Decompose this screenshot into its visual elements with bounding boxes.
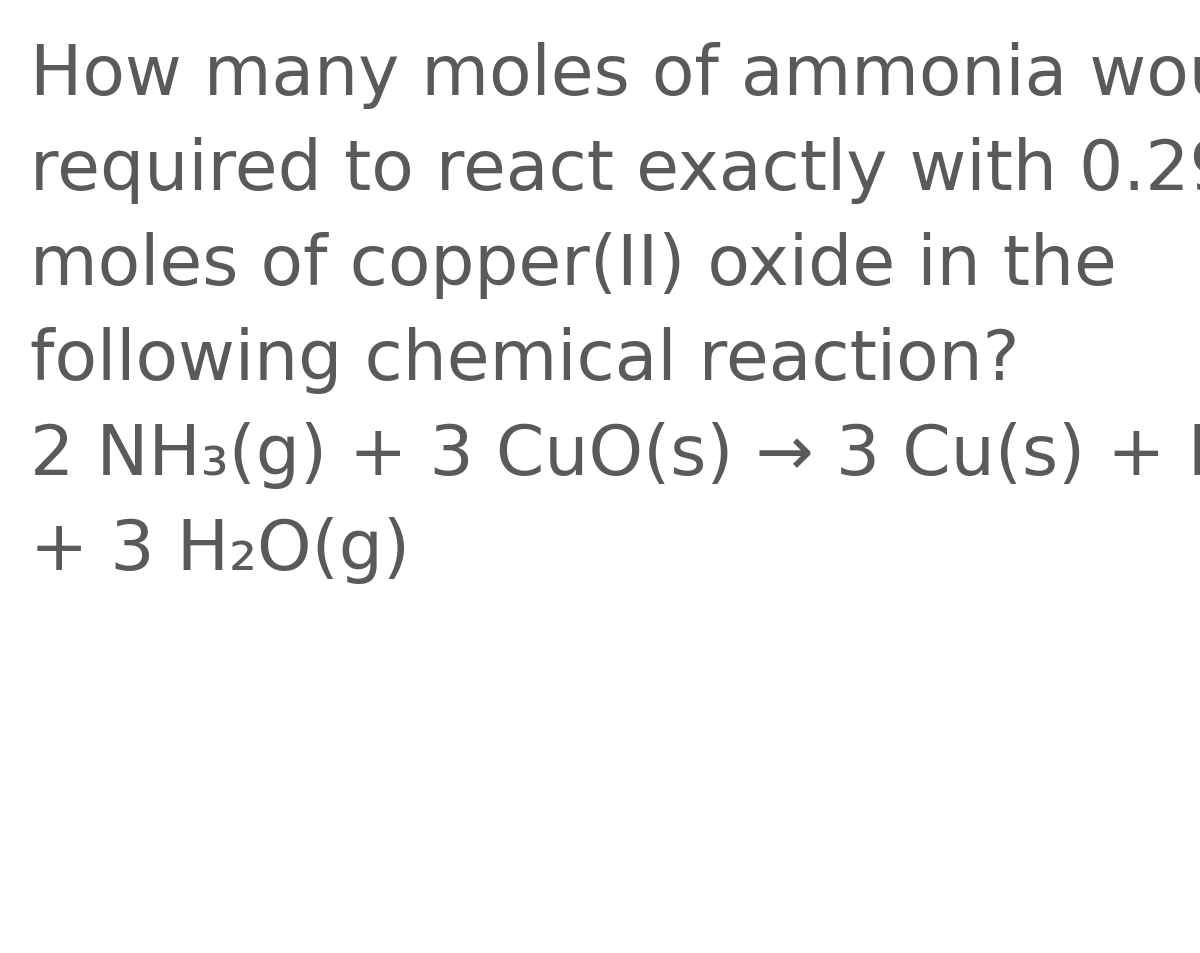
Text: How many moles of ammonia would be: How many moles of ammonia would be [30, 42, 1200, 109]
Text: following chemical reaction?: following chemical reaction? [30, 327, 1020, 394]
Text: moles of copper(II) oxide in the: moles of copper(II) oxide in the [30, 232, 1117, 298]
Text: + 3 H₂O(g): + 3 H₂O(g) [30, 517, 410, 583]
Text: required to react exactly with 0.294: required to react exactly with 0.294 [30, 137, 1200, 204]
Text: 2 NH₃(g) + 3 CuO(s) → 3 Cu(s) + N₂(g): 2 NH₃(g) + 3 CuO(s) → 3 Cu(s) + N₂(g) [30, 421, 1200, 489]
